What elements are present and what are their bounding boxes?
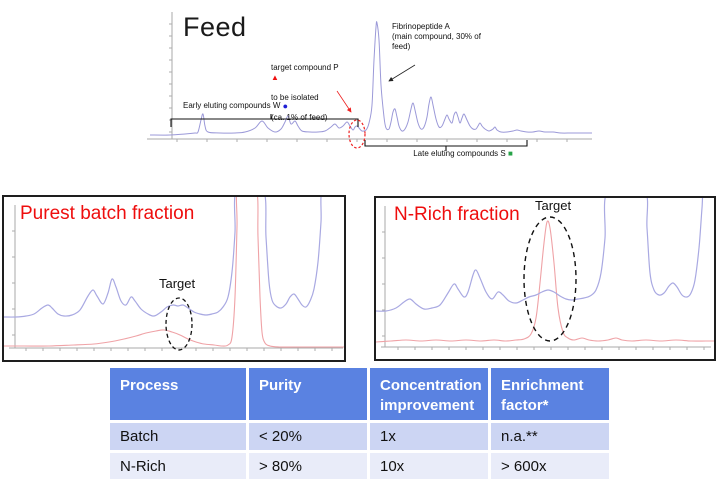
nrich-fraction-panel: N-Rich fraction Target [374,196,716,361]
late-compounds-label: Late eluting compounds S ■ [378,149,548,159]
late-compounds-text: Late eluting compounds S [413,149,506,158]
target-arrow [336,90,352,113]
target-annotation-line2: to be isolated [271,93,319,102]
results-table: Process Purity Concentration improvement… [110,368,609,479]
col-header-enrichment: Enrichment factor* [491,368,609,420]
target-annotation-line3: (ca. 1% of feed) [271,113,328,122]
cell-batch-concentration: 1x [370,423,488,450]
target-trace [376,220,714,343]
early-compounds-label: Early eluting compounds W ● [183,101,288,112]
batch-chart-svg [4,197,344,351]
green-square-icon: ■ [507,149,513,158]
cell-batch-enrichment: n.a.** [491,423,609,450]
feed-decorations [170,64,528,151]
early-compounds-text: Early eluting compounds W [183,101,281,110]
col-header-concentration: Concentration improvement [370,368,488,420]
target-compound-annotation: target compound P ▲ to be isolated (ca. … [271,53,339,123]
fibrinopeptide-annotation: Fibrinopeptide A (main compound, 30% of … [392,22,481,51]
nrich-chart-svg [376,198,714,350]
red-triangle-icon: ▲ [271,73,279,82]
feed-trace [149,21,592,136]
uv-trace [4,197,322,318]
target-ellipse-feed [348,119,366,149]
early-bracket [170,114,359,127]
blue-circle-icon: ● [282,101,289,111]
batch-panel-title: Purest batch fraction [20,203,195,224]
nrich-panel-title: N-Rich fraction [394,204,520,225]
cell-nrich-concentration: 10x [370,453,488,479]
uv-trace [376,198,704,312]
late-bracket [364,140,528,151]
col-header-process: Process [110,368,246,420]
fibrinopeptide-arrow [388,64,416,82]
nrich-target-label: Target [535,198,572,213]
cell-batch-purity: < 20% [249,423,367,450]
batch-target-label: Target [159,276,196,291]
target-ellipse-nrich [523,216,577,342]
cell-nrich-process: N-Rich [110,453,246,479]
col-header-purity: Purity [249,368,367,420]
cell-nrich-purity: > 80% [249,453,367,479]
feed-chart: Feed Fibrinopeptide A (main compound, 30… [140,5,610,175]
batch-fraction-panel: Purest batch fraction Target [2,195,346,362]
cell-batch-process: Batch [110,423,246,450]
feed-chart-svg [147,12,592,151]
cell-nrich-enrichment: > 600x [491,453,609,479]
feed-title: Feed [183,12,247,42]
target-annotation-line1: target compound P [271,63,339,72]
target-ellipse-batch [165,297,193,351]
target-trace [4,197,344,348]
